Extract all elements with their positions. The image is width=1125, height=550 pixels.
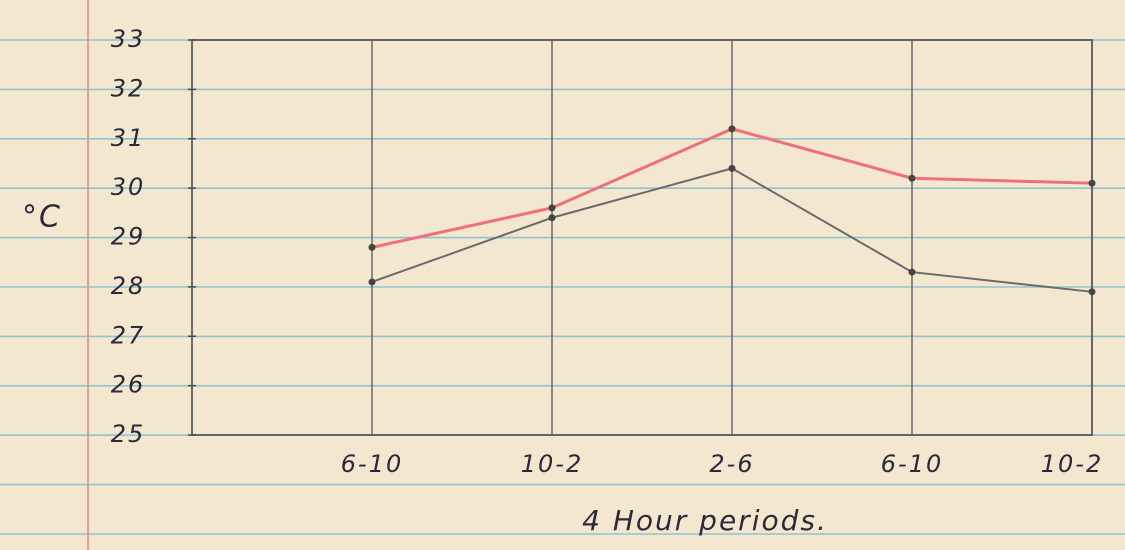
x-tick-label: 6-10 <box>881 450 943 478</box>
point <box>728 125 736 133</box>
point <box>548 204 556 212</box>
x-tick-label: 10-2 <box>1041 450 1103 478</box>
point <box>368 278 376 286</box>
y-tick-label: 30 <box>111 173 146 201</box>
y-tick-label: 31 <box>111 124 146 152</box>
point <box>728 164 736 172</box>
point <box>1088 179 1096 187</box>
point <box>908 174 916 182</box>
y-tick-label: 27 <box>111 321 146 349</box>
x-tick-label: 10-2 <box>521 450 583 478</box>
y-tick-label: 26 <box>111 371 146 399</box>
x-tick-label: 6-10 <box>341 450 403 478</box>
y-tick-label: 29 <box>111 223 146 251</box>
point <box>548 214 556 222</box>
y-tick-label: 33 <box>111 25 146 53</box>
y-tick-label: 32 <box>111 74 146 102</box>
x-axis-label: 4 Hour periods. <box>582 504 828 537</box>
point <box>368 243 376 251</box>
point <box>908 268 916 276</box>
point <box>1088 288 1096 296</box>
y-axis-label: °C <box>22 200 62 235</box>
x-tick-label: 2-6 <box>709 450 754 478</box>
y-tick-label: 28 <box>111 272 146 300</box>
y-tick-label: 25 <box>111 420 146 448</box>
